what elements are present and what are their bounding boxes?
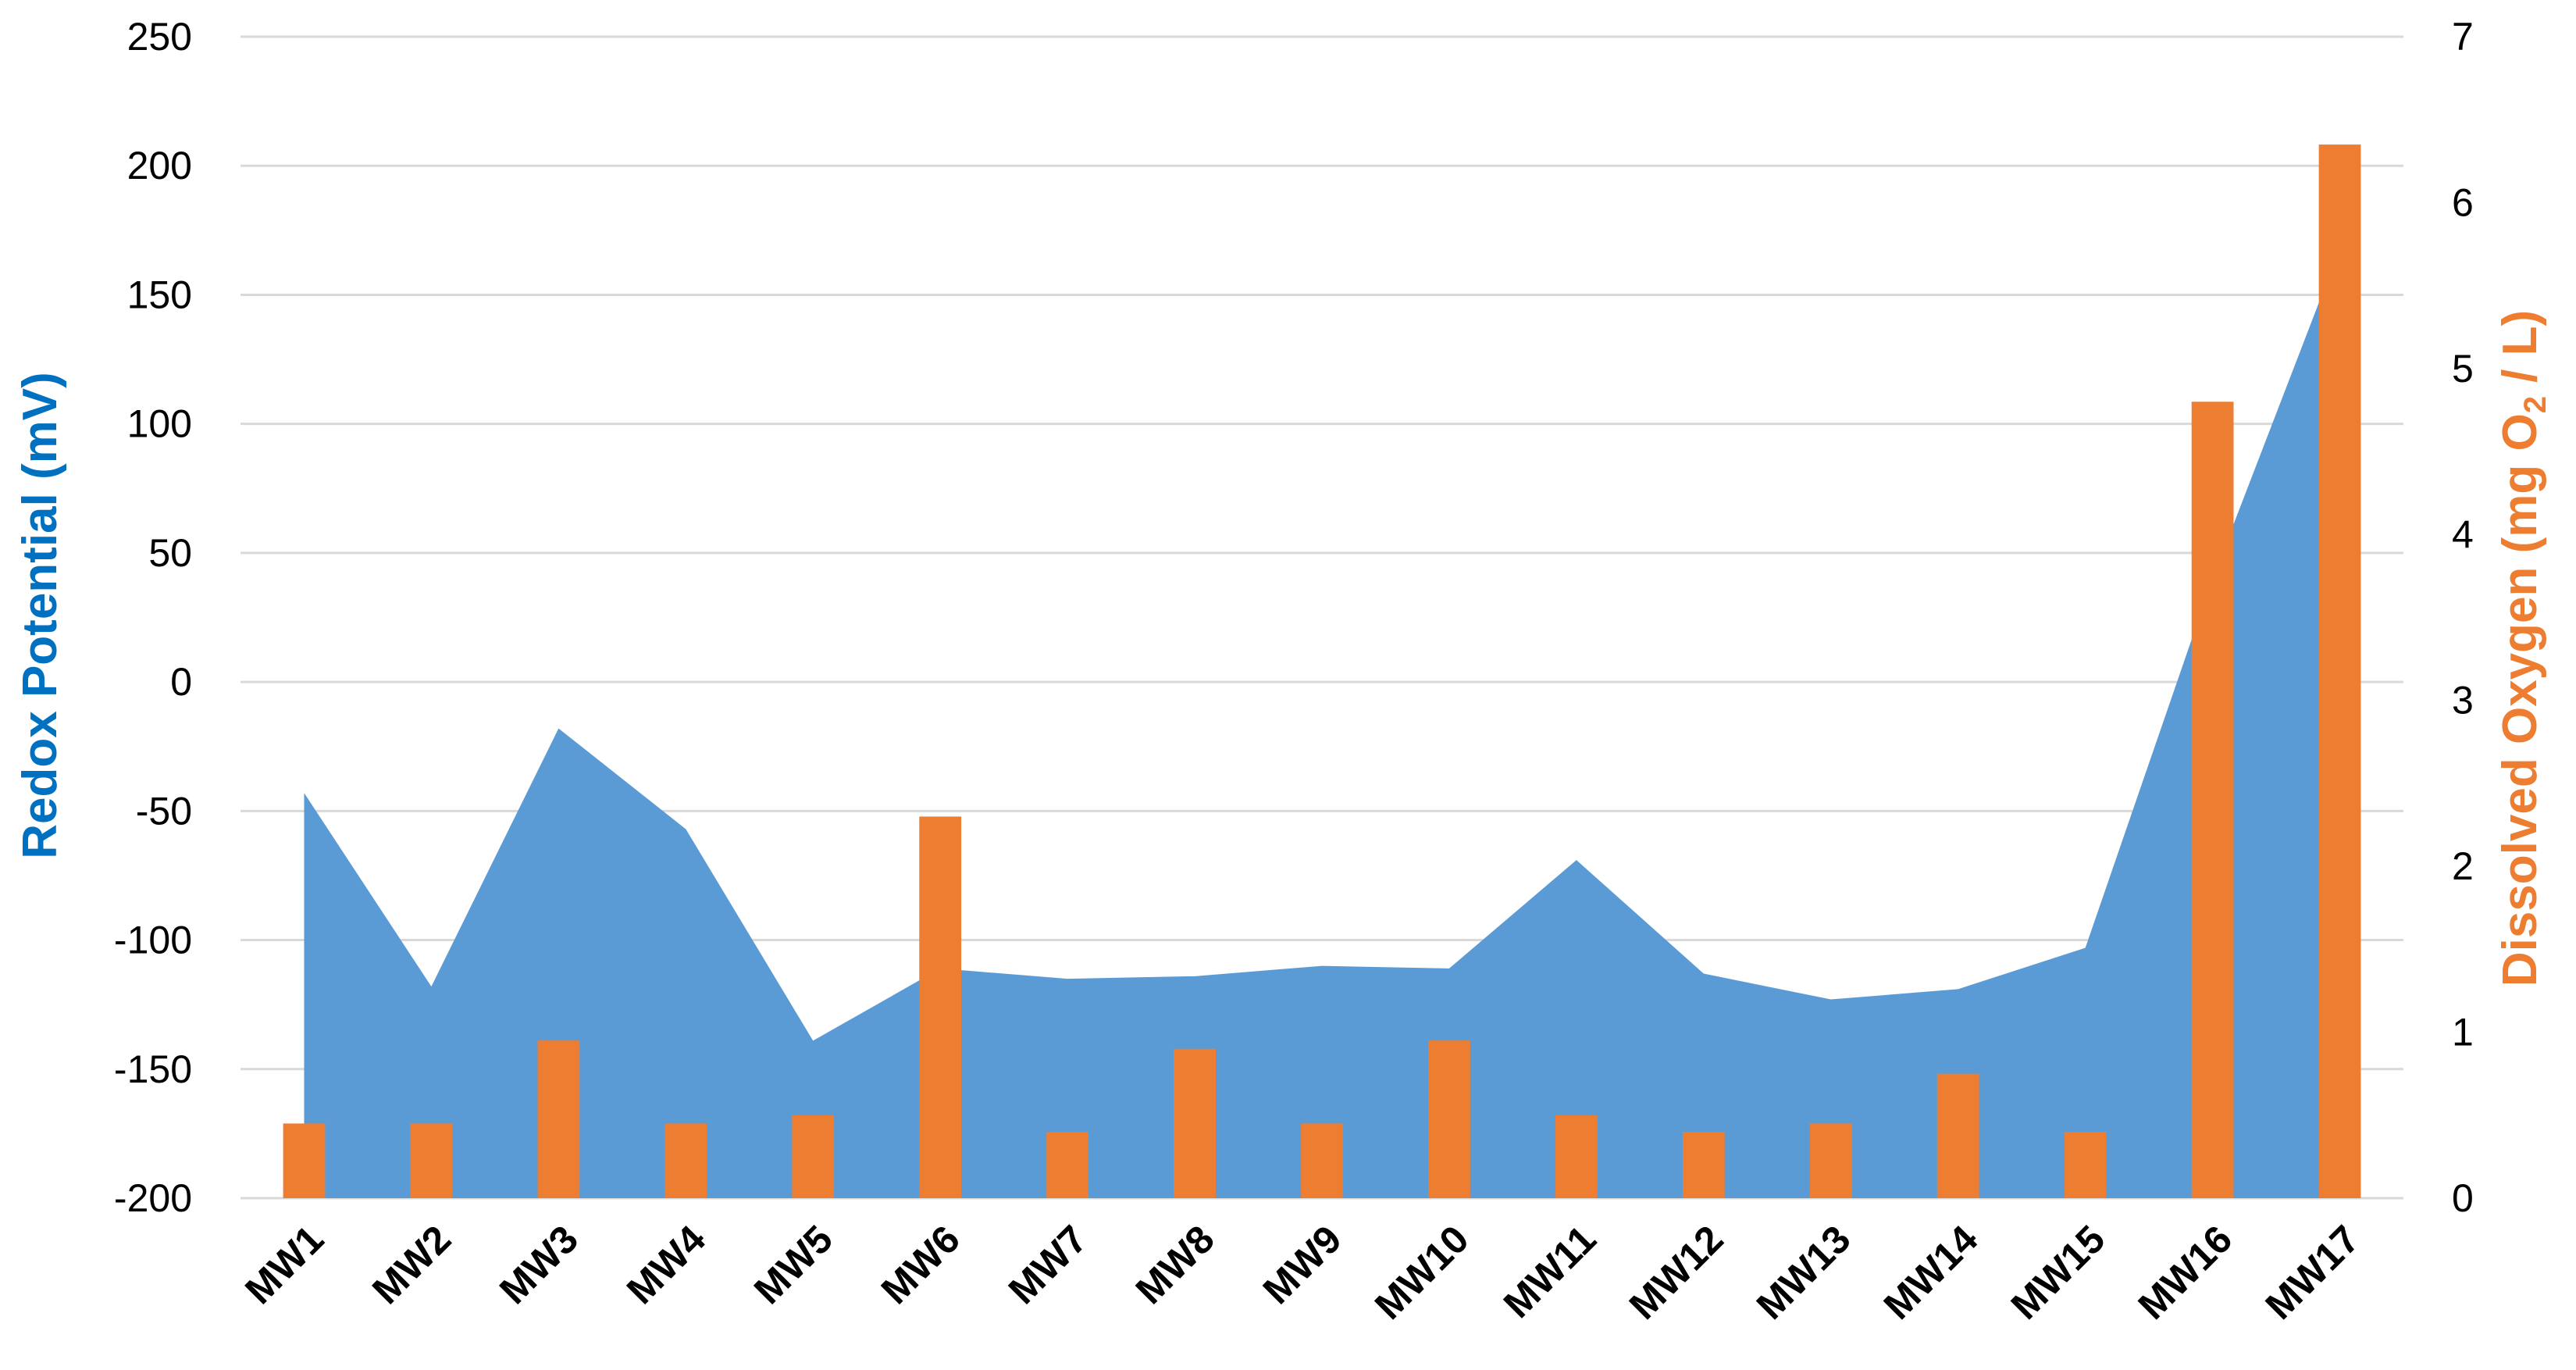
- right-tick-label: 2: [2452, 844, 2474, 888]
- category-label-mw4: MW4: [618, 1217, 714, 1312]
- right-axis-title-subscript: 2: [2518, 396, 2553, 413]
- dissolved-oxygen-bar-mw13: [1809, 1123, 1852, 1198]
- dissolved-oxygen-bar-mw16: [2191, 401, 2234, 1198]
- dissolved-oxygen-bar-mw10: [1428, 1040, 1470, 1198]
- category-labels: MW1 MW2 MW3 MW4 MW5 MW6 MW7 MW8 MW9 MW10 MW11 MW12 M…: [237, 1217, 2368, 1328]
- left-tick-label: -50: [136, 789, 192, 833]
- dissolved-oxygen-bar-mw3: [537, 1040, 580, 1198]
- left-axis-title: Redox Potential (mV): [13, 372, 67, 859]
- dissolved-oxygen-bar-mw1: [283, 1123, 326, 1198]
- category-label-mw10: MW10: [1366, 1217, 1477, 1328]
- redox-area-layer: [304, 248, 2340, 1198]
- redox-potential-area: [304, 248, 2340, 1198]
- left-tick-label: 250: [127, 15, 192, 59]
- category-label-mw1: MW1: [237, 1217, 332, 1312]
- category-label-mw13: MW13: [1748, 1217, 1859, 1328]
- right-tick-label: 0: [2452, 1176, 2474, 1220]
- category-label-mw17: MW17: [2257, 1217, 2368, 1328]
- category-label-mw16: MW16: [2130, 1217, 2241, 1328]
- oxygen-bar-layer: [283, 144, 2361, 1198]
- left-tick-label: 50: [148, 531, 192, 575]
- dissolved-oxygen-bar-mw17: [2318, 144, 2361, 1198]
- category-label-mw11: MW11: [1495, 1217, 1605, 1326]
- left-tick-label: 200: [127, 144, 192, 187]
- right-axis-title-prefix: Dissolved Oxygen (mg O: [2493, 413, 2547, 986]
- left-tick-label: -150: [114, 1047, 192, 1091]
- category-label-mw7: MW7: [1000, 1217, 1096, 1312]
- left-axis-ticks: 250 200 150 100 50 0 -50 -100 -150 -200: [114, 15, 192, 1220]
- right-axis-ticks: 7 6 5 4 3 2 1 0: [2452, 15, 2474, 1220]
- category-label-mw12: MW12: [1621, 1217, 1732, 1328]
- left-tick-label: -200: [114, 1176, 192, 1220]
- dissolved-oxygen-bar-mw8: [1174, 1048, 1216, 1198]
- category-label-mw6: MW6: [873, 1217, 968, 1312]
- dissolved-oxygen-bar-mw9: [1301, 1123, 1343, 1198]
- right-axis-title-suffix: / L): [2493, 310, 2547, 396]
- right-tick-label: 6: [2452, 180, 2474, 224]
- category-label-mw8: MW8: [1128, 1217, 1223, 1312]
- dissolved-oxygen-bar-mw7: [1046, 1132, 1089, 1198]
- category-label-mw3: MW3: [491, 1217, 586, 1312]
- dissolved-oxygen-bar-mw14: [1936, 1073, 1979, 1198]
- left-tick-label: 150: [127, 273, 192, 316]
- dissolved-oxygen-bar-mw15: [2064, 1132, 2107, 1198]
- right-tick-label: 1: [2452, 1011, 2474, 1054]
- category-label-mw5: MW5: [746, 1217, 841, 1312]
- dissolved-oxygen-bar-mw12: [1682, 1132, 1725, 1198]
- dissolved-oxygen-bar-mw2: [410, 1123, 453, 1198]
- dissolved-oxygen-bar-mw11: [1555, 1115, 1598, 1198]
- left-tick-label: -100: [114, 919, 192, 962]
- dissolved-oxygen-bar-mw4: [664, 1123, 707, 1198]
- category-label-mw2: MW2: [364, 1217, 459, 1312]
- right-axis-title: Dissolved Oxygen (mg O2 / L): [2493, 310, 2553, 986]
- category-label-mw14: MW14: [1876, 1217, 1986, 1328]
- dissolved-oxygen-bar-mw5: [792, 1115, 835, 1198]
- right-tick-label: 5: [2452, 347, 2474, 391]
- right-tick-label: 3: [2452, 679, 2474, 722]
- dissolved-oxygen-bar-mw6: [919, 816, 962, 1198]
- right-tick-label: 4: [2452, 512, 2474, 556]
- right-tick-label: 7: [2452, 15, 2474, 59]
- left-tick-label: 0: [170, 660, 192, 704]
- category-label-mw9: MW9: [1255, 1217, 1350, 1312]
- category-label-mw15: MW15: [2003, 1217, 2114, 1328]
- left-tick-label: 100: [127, 402, 192, 446]
